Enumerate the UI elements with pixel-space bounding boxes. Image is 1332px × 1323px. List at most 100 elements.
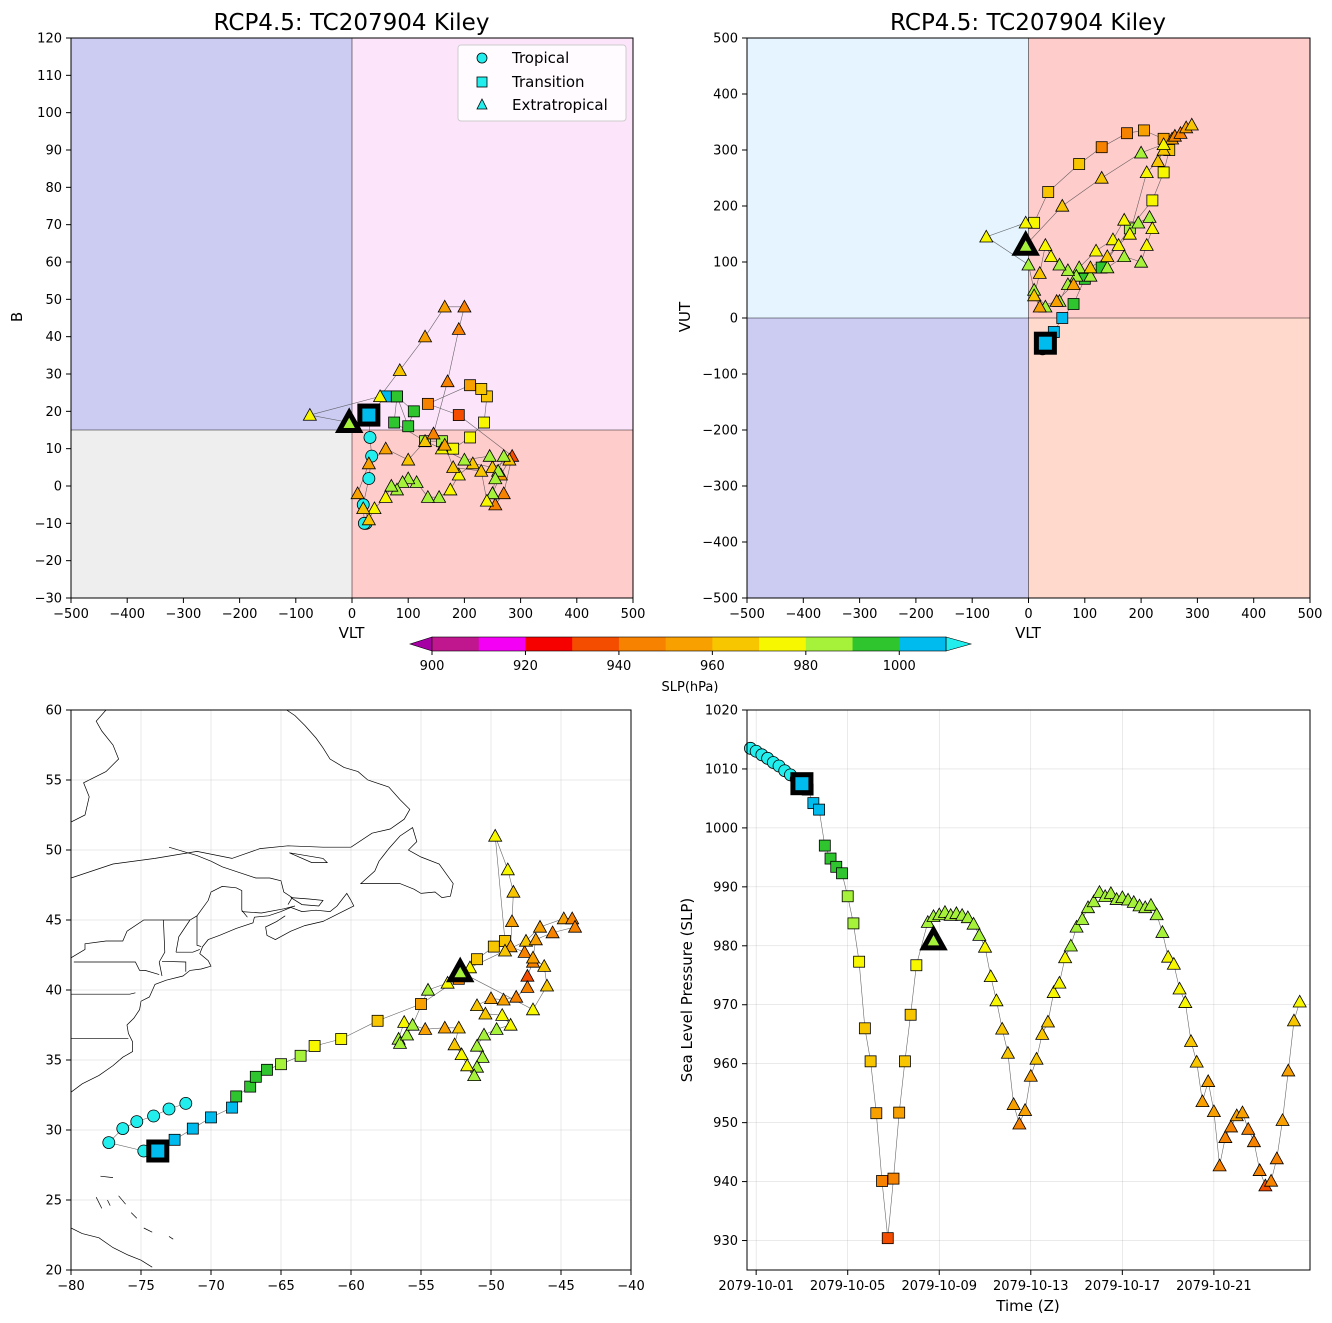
extratropical-point xyxy=(1195,1094,1210,1108)
p1-xtick-label: 500 xyxy=(621,607,646,622)
p3-xtick-label: −40 xyxy=(617,1279,644,1294)
transition-point xyxy=(464,379,476,392)
transition-point xyxy=(1138,124,1150,137)
extratropical-point xyxy=(1017,1102,1033,1116)
transition-point xyxy=(881,1232,894,1245)
extratropical-point xyxy=(960,910,976,924)
transition-point xyxy=(1042,186,1055,198)
extratropical-point xyxy=(1143,897,1159,911)
extratropical-point xyxy=(1023,1068,1038,1082)
p3-ytick-label: 60 xyxy=(45,704,62,719)
transition-point xyxy=(899,1055,911,1068)
extratropical-point xyxy=(397,1014,412,1028)
p2-ytick-label: 200 xyxy=(713,200,738,215)
extratropical-point xyxy=(1105,232,1121,246)
p2-xtick-label: −400 xyxy=(785,607,821,622)
extratropical-point xyxy=(399,1027,415,1041)
p2-ytick-label: −100 xyxy=(702,368,738,383)
colorbar-bin xyxy=(712,637,760,651)
p4-ytick-label: 980 xyxy=(713,939,738,954)
extratropical-point xyxy=(1155,924,1170,938)
extratropical-point xyxy=(496,486,511,500)
extratropical-point xyxy=(447,1037,462,1051)
extratropical-point xyxy=(495,1007,510,1021)
extratropical-point xyxy=(1117,249,1132,263)
extratropical-point xyxy=(1046,985,1061,998)
legend-extratropical-marker xyxy=(476,98,488,110)
transition-point xyxy=(415,998,427,1010)
extratropical-point xyxy=(420,489,436,503)
extratropical-point xyxy=(1200,1074,1216,1087)
end-marker xyxy=(919,924,948,951)
extratropical-point xyxy=(1043,249,1059,263)
extratropical-point xyxy=(440,374,455,388)
transition-point xyxy=(910,959,923,972)
extratropical-point xyxy=(1055,198,1070,212)
p1-ytick-label: 10 xyxy=(45,442,62,457)
extratropical-point xyxy=(1275,1112,1290,1126)
p1-ytick-label: 20 xyxy=(45,405,62,420)
quadrant-lower-left xyxy=(747,318,1029,598)
p1-xtick-label: −300 xyxy=(166,607,202,622)
extratropical-point xyxy=(1160,949,1176,963)
p1-xtick-label: 200 xyxy=(452,607,477,622)
p2-ytick-label: −400 xyxy=(702,536,738,551)
extratropical-point xyxy=(567,919,583,933)
tropical-point xyxy=(130,1115,144,1128)
extratropical-point xyxy=(384,478,399,492)
extratropical-point xyxy=(460,1058,475,1072)
ny-new-england-border xyxy=(158,919,166,977)
transition-point xyxy=(335,1033,348,1045)
extratropical-point xyxy=(1206,1104,1222,1118)
colorbar-tick-label: 960 xyxy=(700,659,725,674)
p2-xtick-label: −500 xyxy=(729,607,765,622)
colorbar-bin xyxy=(525,637,573,651)
extratropical-point xyxy=(1212,1158,1227,1172)
extratropical-point xyxy=(401,452,416,466)
p2-xtick-label: 0 xyxy=(1024,607,1032,622)
transition-point xyxy=(836,867,848,880)
extratropical-point xyxy=(1122,226,1138,240)
p1-xtick-label: −400 xyxy=(109,607,145,622)
p3-xtick-label: −80 xyxy=(57,1279,84,1294)
extratropical-point xyxy=(1139,165,1154,179)
p3-xtick-label: −50 xyxy=(477,1279,504,1294)
newfoundland xyxy=(359,827,454,898)
extratropical-point xyxy=(361,456,377,470)
extratropical-point xyxy=(532,919,548,933)
p4-ytick-label: 970 xyxy=(713,998,738,1013)
extratropical-point xyxy=(482,448,497,462)
nb-ns-border xyxy=(241,905,296,914)
colorbar-over-arrow xyxy=(945,636,973,652)
extratropical-point xyxy=(1075,911,1090,925)
p1-ytick-label: 30 xyxy=(45,368,62,383)
transition-point xyxy=(168,1133,181,1146)
p3-ytick-label: 50 xyxy=(45,844,62,859)
legend-transition-marker xyxy=(476,76,488,88)
p2-xtick-label: 200 xyxy=(1129,607,1154,622)
start-marker xyxy=(146,1139,170,1163)
extratropical-point xyxy=(302,407,318,421)
extratropical-point xyxy=(1000,1045,1016,1059)
colorbar-tick-label: 940 xyxy=(606,659,631,674)
p1-xtick-label: 300 xyxy=(508,607,533,622)
p4-xtick-label: 2079-10-05 xyxy=(810,1279,886,1294)
hudson-bay-coast xyxy=(71,710,120,823)
quadrant-upper-left xyxy=(747,38,1029,318)
coastline-map xyxy=(71,710,454,1270)
extratropical-point xyxy=(497,943,513,957)
extratropical-point xyxy=(451,467,466,481)
tropical-point xyxy=(147,1109,161,1123)
extratropical-point xyxy=(474,463,489,477)
tropical-point xyxy=(162,1102,176,1116)
extratropical-point xyxy=(506,884,521,898)
p4-ytick-label: 1020 xyxy=(705,704,738,719)
extratropical-point xyxy=(1103,886,1119,899)
tropical-point xyxy=(179,1097,193,1110)
p3-ytick-label: 55 xyxy=(45,774,62,789)
p2-xtick-label: −100 xyxy=(954,607,990,622)
extratropical-point xyxy=(1032,265,1047,279)
extratropical-point xyxy=(1133,254,1149,268)
p3-ytick-label: 25 xyxy=(45,1194,62,1209)
extratropical-point xyxy=(1100,249,1115,263)
